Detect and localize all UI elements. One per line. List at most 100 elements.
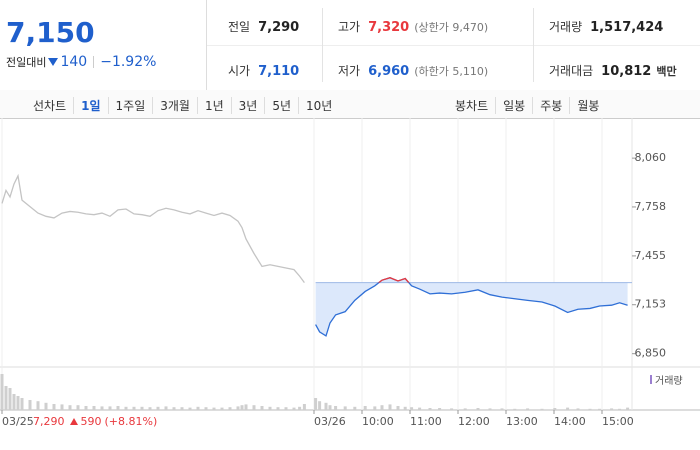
x-tick-label: 03/26 — [314, 415, 346, 428]
volume-bar — [244, 404, 248, 410]
legend-label: 거래량 — [655, 376, 683, 387]
volume-bar — [140, 406, 144, 410]
volume-bar — [16, 396, 20, 410]
tab[interactable]: 10년 — [298, 97, 339, 114]
tab[interactable]: 5년 — [264, 97, 298, 114]
volume-bar — [540, 408, 544, 410]
volume-bar — [228, 407, 232, 410]
volume-bar — [438, 408, 442, 410]
volume-bar — [108, 406, 112, 410]
volume-bar — [240, 405, 244, 410]
volume-bar — [298, 406, 302, 410]
change: 140 — [60, 54, 88, 70]
volume-bar — [396, 406, 400, 410]
label: 시가 — [228, 64, 251, 78]
x-tick-label: 11:00 — [410, 415, 442, 428]
volume-bar — [156, 406, 160, 410]
volume-bar — [148, 407, 152, 410]
summary-cell: 고가 7,320 (상한가 9,470) — [338, 16, 488, 35]
volume-bar — [132, 406, 136, 410]
summary-cell: 시가 7,110 — [228, 60, 299, 79]
legend-swatch — [650, 375, 652, 384]
volume-bar — [292, 407, 296, 410]
note: 백만 — [656, 65, 677, 78]
volume-bar — [488, 408, 492, 410]
tab-bar — [0, 90, 700, 119]
x-tick-label: 10:00 — [362, 415, 394, 428]
chart: 03/25 03/26 10:00 11:00 12:00 13:00 14:00 15:00… — [0, 118, 700, 428]
summary-cell: 거래량 1,517,424 — [549, 16, 663, 35]
volume-bar — [388, 404, 392, 410]
price: 7,150 — [6, 16, 95, 49]
volume-bar — [428, 408, 432, 410]
summary-cell: 저가 6,960 (하한가 5,110) — [338, 60, 488, 79]
volume-bar — [196, 406, 200, 410]
value: 10,812 — [601, 64, 652, 79]
volume-bar — [450, 408, 454, 410]
volume-bar — [373, 406, 377, 410]
prev-change: 590 — [80, 415, 102, 428]
tab[interactable]: 일봉 — [495, 97, 532, 114]
volume-bar — [588, 408, 592, 410]
volume-bar — [318, 401, 322, 410]
volume-bar — [76, 405, 80, 410]
volume-bar — [188, 407, 192, 410]
volume-legend: 거래량 — [650, 372, 683, 387]
volume-bar — [418, 407, 422, 410]
volume-bar — [284, 407, 288, 410]
volume-bar — [500, 408, 504, 410]
label: 거래대금 — [549, 64, 594, 78]
area-fill — [315, 277, 628, 336]
tab[interactable]: 3년 — [230, 97, 265, 114]
volume-bar — [410, 407, 414, 410]
volume-bar — [252, 405, 256, 410]
volume-bar — [204, 407, 208, 410]
volume-bar — [212, 407, 216, 410]
volume-bar — [8, 388, 12, 410]
value: 7,110 — [258, 64, 300, 79]
tab[interactable]: 1일 — [73, 97, 107, 114]
y-tick-label: 6,850 — [635, 347, 667, 360]
volume-bar — [268, 406, 272, 410]
price-line — [315, 277, 628, 337]
label: 고가 — [338, 20, 361, 34]
volume-bar — [343, 406, 347, 410]
prev-change-pct: (+8.81%) — [104, 415, 158, 428]
prev-day-summary: 7,290 590 (+8.81%) — [33, 415, 157, 428]
volume-bar — [0, 374, 4, 410]
volume-bar — [610, 408, 614, 410]
volume-bar — [463, 408, 467, 410]
volume-bar — [553, 408, 557, 410]
price-line — [1, 173, 305, 283]
tab[interactable]: 3개월 — [152, 97, 197, 114]
tab[interactable]: 월봉 — [569, 97, 606, 114]
note: (하한가 5,110) — [414, 65, 489, 78]
volume-bar — [618, 408, 622, 410]
tab[interactable]: 1주일 — [107, 97, 153, 114]
volume-bar — [220, 407, 224, 410]
value: 7,320 — [368, 20, 410, 35]
x-tick-label: 13:00 — [506, 415, 538, 428]
volume-bar — [124, 406, 128, 410]
tab[interactable]: 1년 — [196, 97, 231, 114]
tab[interactable]: 주봉 — [532, 97, 569, 114]
volume-bar — [44, 402, 48, 410]
down-icon — [48, 58, 59, 66]
y-tick-label: 8,060 — [635, 151, 667, 164]
volume-bar — [513, 408, 517, 410]
x-tick-label: 12:00 — [458, 415, 490, 428]
volume-bar — [403, 406, 407, 410]
volume-bar — [28, 400, 32, 410]
volume-bar — [260, 406, 264, 410]
volume-bar — [334, 406, 338, 410]
volume-bar — [100, 406, 104, 410]
divider — [322, 8, 323, 82]
volume-bar — [36, 401, 40, 410]
note: (상한가 9,470) — [414, 21, 489, 34]
value: 7,290 — [258, 20, 300, 35]
volume-bar — [92, 406, 96, 410]
volume-bar — [380, 405, 384, 410]
change-pct: −1.92% — [100, 54, 157, 70]
y-tick-label: 7,455 — [635, 249, 667, 262]
